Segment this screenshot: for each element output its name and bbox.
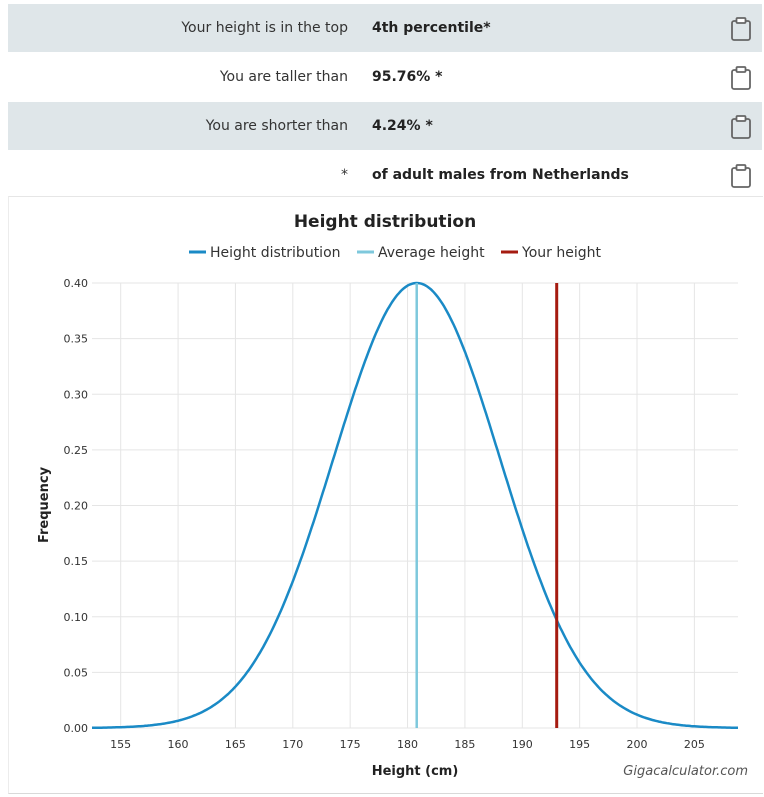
x-axis-ticks: 155 160 165 170 175 180 185 190 195 200 205 <box>110 738 705 751</box>
x-tick-label: 180 <box>397 738 418 751</box>
y-tick-label: 0.30 <box>64 388 89 401</box>
legend-label-distribution[interactable]: Height distribution <box>210 245 341 261</box>
clipboard-icon[interactable] <box>730 115 752 139</box>
y-tick-label: 0.35 <box>64 333 89 346</box>
result-value: 4.24% * <box>372 118 433 134</box>
result-row-percentile: Your height is in the top 4th percentile… <box>8 4 762 53</box>
y-tick-label: 0.00 <box>64 722 89 735</box>
watermark: Gigacalculator.com <box>623 764 748 779</box>
y-tick-label: 0.25 <box>64 444 89 457</box>
series-height-distribution <box>92 281 738 730</box>
x-tick-label: 190 <box>512 738 533 751</box>
x-tick-label: 170 <box>282 738 303 751</box>
clipboard-icon[interactable] <box>730 17 752 41</box>
x-tick-label: 205 <box>684 738 705 751</box>
result-value: 95.76% * <box>372 69 443 85</box>
result-value: of adult males from Netherlands <box>372 167 629 183</box>
chart-title: Height distribution <box>294 212 476 232</box>
clipboard-icon[interactable] <box>730 66 752 90</box>
x-tick-label: 165 <box>225 738 246 751</box>
x-tick-label: 195 <box>569 738 590 751</box>
result-row-footnote: * of adult males from Netherlands <box>8 151 762 200</box>
chart-container: Height distribution Height distribution … <box>8 196 763 794</box>
chart-grid <box>92 282 738 729</box>
x-tick-label: 185 <box>454 738 475 751</box>
result-label: Your height is in the top <box>181 20 348 36</box>
result-label: You are shorter than <box>205 118 348 134</box>
y-tick-label: 0.40 <box>64 277 89 290</box>
legend-label-average[interactable]: Average height <box>378 245 485 261</box>
result-value: 4th percentile* <box>372 20 491 36</box>
x-tick-label: 160 <box>168 738 189 751</box>
legend-label-your-height[interactable]: Your height <box>521 245 601 261</box>
y-axis-title: Frequency <box>37 466 52 543</box>
x-tick-label: 175 <box>340 738 361 751</box>
y-tick-label: 0.15 <box>64 555 89 568</box>
y-axis-ticks: 0.00 0.05 0.10 0.15 0.20 0.25 0.30 0.35 0.40 <box>64 277 89 735</box>
result-row-taller: You are taller than 95.76% * <box>8 53 762 102</box>
chart-legend: Height distribution Average height Your … <box>189 245 601 261</box>
y-tick-label: 0.05 <box>64 666 89 679</box>
x-tick-label: 200 <box>627 738 648 751</box>
y-tick-label: 0.20 <box>64 500 89 513</box>
x-tick-label: 155 <box>110 738 131 751</box>
height-distribution-chart: Height distribution Height distribution … <box>37 212 748 779</box>
result-row-shorter: You are shorter than 4.24% * <box>8 102 762 151</box>
clipboard-icon[interactable] <box>730 164 752 188</box>
result-label: * <box>341 167 348 183</box>
y-tick-label: 0.10 <box>64 611 89 624</box>
x-axis-title: Height (cm) <box>372 764 459 779</box>
result-label: You are taller than <box>219 69 348 85</box>
results-table: Your height is in the top 4th percentile… <box>8 4 762 200</box>
